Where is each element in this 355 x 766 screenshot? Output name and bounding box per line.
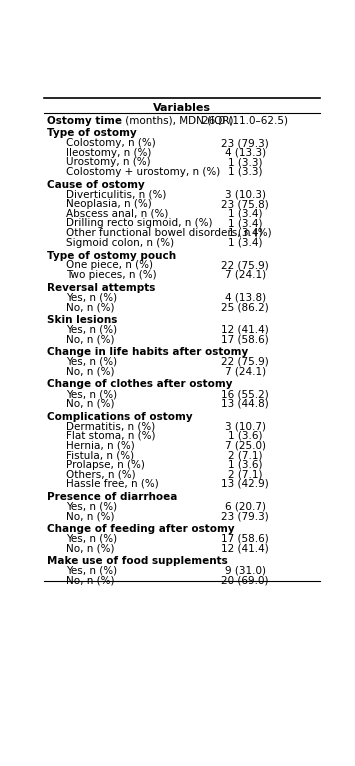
Text: Ostomy time: Ostomy time <box>47 116 122 126</box>
Text: Colostomy + urostomy, n (%): Colostomy + urostomy, n (%) <box>66 167 221 177</box>
Text: Sigmoid colon, n (%): Sigmoid colon, n (%) <box>66 237 175 247</box>
Text: 6 (20.7): 6 (20.7) <box>225 502 266 512</box>
Text: 23 (79.3): 23 (79.3) <box>221 511 269 521</box>
Text: Make use of food supplements: Make use of food supplements <box>47 556 228 566</box>
Text: 13 (42.9): 13 (42.9) <box>221 479 269 489</box>
Text: Change in life habits after ostomy: Change in life habits after ostomy <box>47 347 248 357</box>
Text: No, n (%): No, n (%) <box>66 543 115 553</box>
Text: 2 (7.1): 2 (7.1) <box>228 470 262 480</box>
Text: Hernia, n (%): Hernia, n (%) <box>66 440 135 450</box>
Text: Yes, n (%): Yes, n (%) <box>66 357 118 367</box>
Text: 12 (41.4): 12 (41.4) <box>221 325 269 335</box>
Text: No, n (%): No, n (%) <box>66 398 115 408</box>
Text: 1 (3.4): 1 (3.4) <box>228 228 262 238</box>
Text: Change of clothes after ostomy: Change of clothes after ostomy <box>47 379 233 389</box>
Text: Change of feeding after ostomy: Change of feeding after ostomy <box>47 524 235 534</box>
Text: Yes, n (%): Yes, n (%) <box>66 389 118 399</box>
Text: Prolapse, n (%): Prolapse, n (%) <box>66 460 145 470</box>
Text: 16 (55.2): 16 (55.2) <box>221 389 269 399</box>
Text: Flat stoma, n (%): Flat stoma, n (%) <box>66 430 156 441</box>
Text: Neoplasia, n (%): Neoplasia, n (%) <box>66 199 152 209</box>
Text: Two pieces, n (%): Two pieces, n (%) <box>66 270 157 280</box>
Text: Ileostomy, n (%): Ileostomy, n (%) <box>66 148 152 158</box>
Text: No, n (%): No, n (%) <box>66 302 115 312</box>
Text: 7 (24.1): 7 (24.1) <box>225 366 266 376</box>
Text: Colostomy, n (%): Colostomy, n (%) <box>66 138 156 148</box>
Text: 7 (25.0): 7 (25.0) <box>225 440 266 450</box>
Text: 1 (3.4): 1 (3.4) <box>228 218 262 228</box>
Text: Yes, n (%): Yes, n (%) <box>66 534 118 544</box>
Text: Reversal attempts: Reversal attempts <box>47 283 155 293</box>
Text: Dermatitis, n (%): Dermatitis, n (%) <box>66 421 155 431</box>
Text: 2 (7.1): 2 (7.1) <box>228 450 262 460</box>
Text: Urostomy, n (%): Urostomy, n (%) <box>66 157 151 167</box>
Text: (months), MDN (IQR): (months), MDN (IQR) <box>122 116 234 126</box>
Text: Cause of ostomy: Cause of ostomy <box>47 180 145 190</box>
Text: Fistula, n (%): Fistula, n (%) <box>66 450 135 460</box>
Text: 17 (58.6): 17 (58.6) <box>221 534 269 544</box>
Text: Yes, n (%): Yes, n (%) <box>66 566 118 576</box>
Text: 1 (3.4): 1 (3.4) <box>228 209 262 219</box>
Text: Abscess anal, n (%): Abscess anal, n (%) <box>66 209 169 219</box>
Text: Presence of diarrhoea: Presence of diarrhoea <box>47 492 178 502</box>
Text: Skin lesions: Skin lesions <box>47 315 118 325</box>
Text: No, n (%): No, n (%) <box>66 366 115 376</box>
Text: 23 (75.8): 23 (75.8) <box>221 199 269 209</box>
Text: Type of ostomy pouch: Type of ostomy pouch <box>47 250 176 260</box>
Text: 4 (13.3): 4 (13.3) <box>225 148 266 158</box>
Text: Others, n (%): Others, n (%) <box>66 470 136 480</box>
Text: 4 (13.8): 4 (13.8) <box>225 293 266 303</box>
Text: 1 (3.3): 1 (3.3) <box>228 167 262 177</box>
Text: Drilling recto sigmoid, n (%): Drilling recto sigmoid, n (%) <box>66 218 213 228</box>
Text: No, n (%): No, n (%) <box>66 511 115 521</box>
Text: 9 (31.0): 9 (31.0) <box>225 566 266 576</box>
Text: Yes, n (%): Yes, n (%) <box>66 293 118 303</box>
Text: Type of ostomy: Type of ostomy <box>47 129 137 139</box>
Text: Variables: Variables <box>153 103 211 113</box>
Text: 1 (3.6): 1 (3.6) <box>228 430 262 441</box>
Text: 1 (3.4): 1 (3.4) <box>228 237 262 247</box>
Text: 13 (44.8): 13 (44.8) <box>221 398 269 408</box>
Text: 23 (79.3): 23 (79.3) <box>221 138 269 148</box>
Text: Diverticulitis, n (%): Diverticulitis, n (%) <box>66 189 167 199</box>
Text: 1 (3.3): 1 (3.3) <box>228 157 262 167</box>
Text: Yes, n (%): Yes, n (%) <box>66 325 118 335</box>
Text: 17 (58.6): 17 (58.6) <box>221 334 269 344</box>
Text: No, n (%): No, n (%) <box>66 575 115 585</box>
Text: No, n (%): No, n (%) <box>66 334 115 344</box>
Text: Yes, n (%): Yes, n (%) <box>66 502 118 512</box>
Text: 22 (75.9): 22 (75.9) <box>221 260 269 270</box>
Text: 22 (75.9): 22 (75.9) <box>221 357 269 367</box>
Text: 7 (24.1): 7 (24.1) <box>225 270 266 280</box>
Text: One piece, n (%): One piece, n (%) <box>66 260 153 270</box>
Text: 25 (86.2): 25 (86.2) <box>221 302 269 312</box>
Text: 12 (41.4): 12 (41.4) <box>221 543 269 553</box>
Text: Complications of ostomy: Complications of ostomy <box>47 411 193 421</box>
Text: 1 (3.6): 1 (3.6) <box>228 460 262 470</box>
Text: 3 (10.3): 3 (10.3) <box>225 189 266 199</box>
Text: 3 (10.7): 3 (10.7) <box>225 421 266 431</box>
Text: Hassle free, n (%): Hassle free, n (%) <box>66 479 159 489</box>
Text: 26.0 (11.0–62.5): 26.0 (11.0–62.5) <box>202 116 288 126</box>
Text: Other functional bowel disorders, n (%): Other functional bowel disorders, n (%) <box>66 228 272 238</box>
Text: 20 (69.0): 20 (69.0) <box>222 575 269 585</box>
